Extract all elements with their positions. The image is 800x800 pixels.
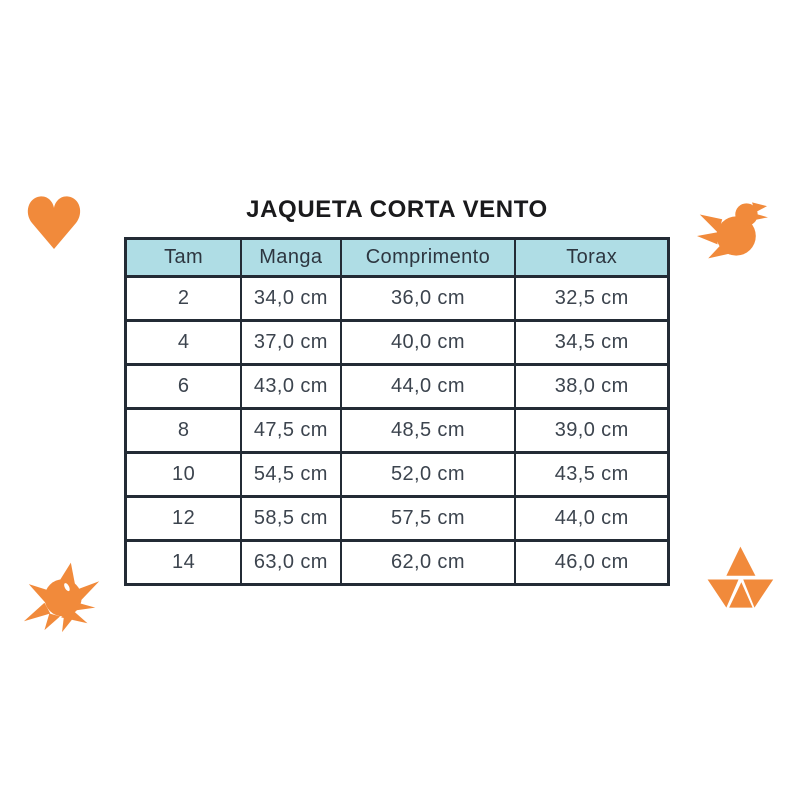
size-table-container: Tam Manga Comprimento Torax 2 34,0 cm 36,0 cm… [124,237,670,586]
table-cell: 38,0 cm [514,363,670,410]
table-cell: 62,0 cm [339,539,517,586]
table-cell: 14 [124,539,243,586]
table-cell: 57,5 cm [339,495,517,542]
column-header-comprimento: Comprimento [339,237,517,278]
column-header-manga: Manga [240,237,342,278]
table-row: 6 43,0 cm 44,0 cm 38,0 cm [124,363,670,410]
table-row: 2 34,0 cm 36,0 cm 32,5 cm [124,275,670,322]
table-cell: 46,0 cm [514,539,670,586]
table-row: 12 58,5 cm 57,5 cm 44,0 cm [124,495,670,542]
page-title: JAQUETA CORTA VENTO [246,196,548,223]
table-cell: 63,0 cm [240,539,342,586]
size-table: Tam Manga Comprimento Torax 2 34,0 cm 36,0 cm… [124,237,670,586]
table-cell: 58,5 cm [240,495,342,542]
table-cell: 40,0 cm [339,319,517,366]
table-row: 4 37,0 cm 40,0 cm 34,5 cm [124,319,670,366]
table-cell: 34,5 cm [514,319,670,366]
table-cell: 37,0 cm [240,319,342,366]
column-header-torax: Torax [514,237,670,278]
table-cell: 54,5 cm [240,451,342,498]
table-cell: 47,5 cm [240,407,342,454]
table-cell: 32,5 cm [514,275,670,322]
table-cell: 4 [124,319,243,366]
heart-icon [27,196,81,249]
table-cell: 6 [124,363,243,410]
column-header-tam: Tam [124,237,243,278]
header-row: Tam Manga Comprimento Torax [124,237,670,278]
table-cell: 8 [124,407,243,454]
table-cell: 10 [124,451,243,498]
table-row: 8 47,5 cm 48,5 cm 39,0 cm [124,407,670,454]
table-cell: 34,0 cm [240,275,342,322]
table-cell: 12 [124,495,243,542]
table-cell: 2 [124,275,243,322]
table-cell: 44,0 cm [339,363,517,410]
bird-icon [697,202,768,259]
table-cell: 52,0 cm [339,451,517,498]
table-cell: 43,0 cm [240,363,342,410]
table-cell: 44,0 cm [514,495,670,542]
table-header: Tam Manga Comprimento Torax [124,237,670,278]
table-body: 2 34,0 cm 36,0 cm 32,5 cm 4 37,0 cm 40,0 cm 34,… [124,275,670,586]
table-row: 10 54,5 cm 52,0 cm 43,5 cm [124,451,670,498]
origami-boat-icon [707,546,774,608]
table-cell: 43,5 cm [514,451,670,498]
table-cell: 36,0 cm [339,275,517,322]
table-row: 14 63,0 cm 62,0 cm 46,0 cm [124,539,670,586]
table-cell: 39,0 cm [514,407,670,454]
table-cell: 48,5 cm [339,407,517,454]
bird-icon [23,562,100,633]
